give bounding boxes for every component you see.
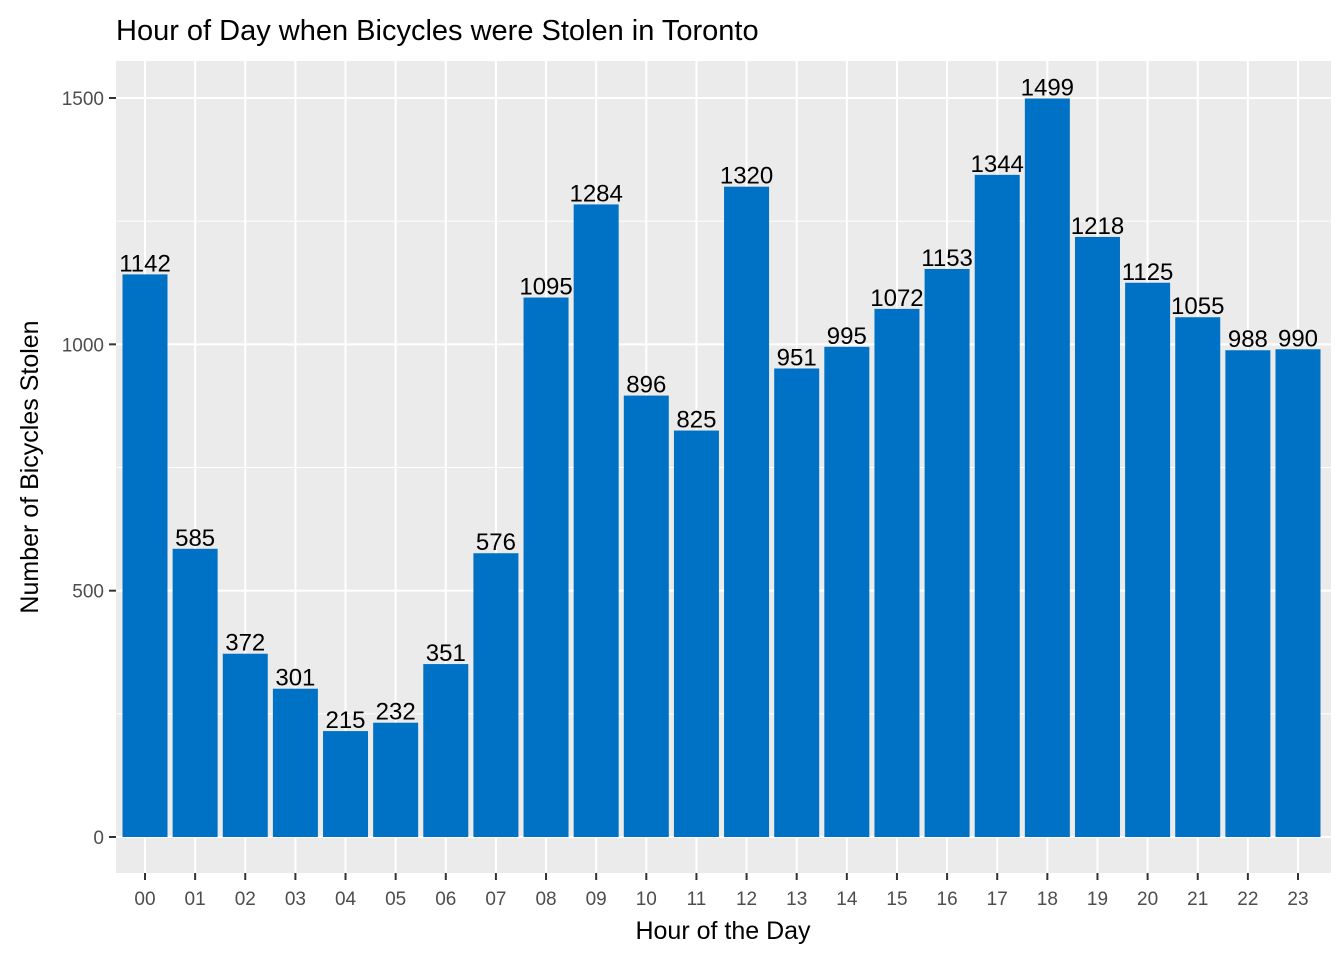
x-tick-label: 09: [586, 889, 607, 910]
x-tick-label: 11: [687, 889, 707, 910]
data-label-16: 1153: [921, 245, 973, 272]
x-tick-label: 13: [786, 889, 807, 910]
data-label-19: 1218: [1071, 213, 1124, 240]
x-tick-label: 19: [1087, 889, 1108, 910]
x-tick-label: 18: [1037, 889, 1058, 910]
x-tick-label: 16: [937, 889, 958, 910]
data-label-04: 215: [325, 707, 365, 734]
data-label-11: 825: [676, 407, 716, 434]
data-label-01: 585: [175, 525, 215, 552]
bar-05: [373, 722, 419, 837]
x-tick-label: 04: [335, 889, 357, 910]
data-label-12: 1320: [720, 163, 773, 190]
y-tick-label: 0: [93, 828, 104, 849]
data-label-00: 1142: [119, 250, 171, 277]
data-label-06: 351: [426, 640, 466, 667]
bar-13: [774, 368, 820, 837]
x-tick-label: 03: [285, 889, 306, 910]
x-tick-label: 23: [1287, 889, 1308, 910]
y-tick-label: 1500: [62, 89, 104, 110]
data-label-20: 1125: [1122, 259, 1174, 286]
x-tick-label: 06: [435, 889, 456, 910]
bar-19: [1074, 236, 1120, 837]
data-label-05: 232: [376, 699, 416, 726]
chart-title: Hour of Day when Bicycles were Stolen in…: [116, 15, 759, 47]
data-label-14: 995: [827, 323, 867, 350]
y-tick-label: 500: [72, 582, 104, 603]
bar-03: [272, 688, 318, 837]
y-tick-label: 1000: [62, 335, 104, 356]
data-label-18: 1499: [1021, 74, 1074, 101]
data-label-02: 372: [225, 630, 265, 657]
bar-09: [573, 204, 619, 837]
x-axis: 00 01 02 03 04 05 06 07 08 09 10 11 12 13 14 15 16 17 18 19…: [134, 873, 1309, 910]
y-axis-title: Number of Bicycles Stolen: [16, 320, 44, 613]
y-axis: 0 500 1000 1500: [62, 89, 116, 849]
data-label-10: 896: [626, 372, 666, 399]
x-tick-label: 10: [636, 889, 657, 910]
bar-18: [1024, 98, 1070, 837]
x-tick-label: 15: [886, 889, 907, 910]
bar-14: [824, 346, 870, 837]
x-tick-label: 21: [1187, 889, 1208, 910]
bars: [122, 98, 1321, 838]
data-label-07: 576: [476, 529, 516, 556]
bar-10: [623, 395, 669, 837]
x-tick-label: 12: [736, 889, 757, 910]
x-tick-label: 02: [235, 889, 256, 910]
bar-02: [222, 653, 268, 837]
data-label-09: 1284: [569, 180, 622, 207]
bar-12: [724, 186, 770, 837]
bar-22: [1225, 350, 1271, 837]
data-label-17: 1344: [971, 151, 1024, 178]
bar-11: [673, 430, 719, 837]
bar-04: [323, 731, 369, 837]
bar-08: [523, 297, 569, 837]
x-tick-label: 05: [385, 889, 406, 910]
bar-06: [423, 664, 469, 837]
data-label-22: 988: [1228, 326, 1268, 353]
data-label-13: 951: [777, 344, 817, 371]
x-tick-label: 22: [1237, 889, 1258, 910]
x-axis-title: Hour of the Day: [635, 917, 811, 945]
data-labels: 1142 585 372 301 215 232 351 576 1095 1284 896 825 1…: [119, 74, 1318, 734]
data-label-21: 1055: [1171, 293, 1224, 320]
bar-21: [1175, 317, 1221, 837]
bar-17: [974, 174, 1020, 837]
bar-23: [1275, 349, 1321, 837]
x-tick-label: 01: [185, 889, 206, 910]
bar-20: [1125, 282, 1171, 837]
bar-07: [473, 553, 519, 837]
bar-15: [874, 308, 920, 837]
bar-00: [122, 274, 168, 838]
data-label-15: 1072: [870, 285, 923, 312]
bar-01: [172, 548, 218, 837]
x-tick-label: 07: [485, 889, 506, 910]
x-tick-label: 00: [134, 889, 155, 910]
x-tick-label: 17: [987, 889, 1008, 910]
x-tick-label: 14: [836, 889, 858, 910]
data-label-23: 990: [1278, 325, 1318, 352]
data-label-03: 301: [275, 665, 315, 692]
bar-16: [924, 268, 970, 837]
x-tick-label: 20: [1137, 889, 1158, 910]
data-label-08: 1095: [519, 274, 572, 301]
x-tick-label: 08: [535, 889, 556, 910]
